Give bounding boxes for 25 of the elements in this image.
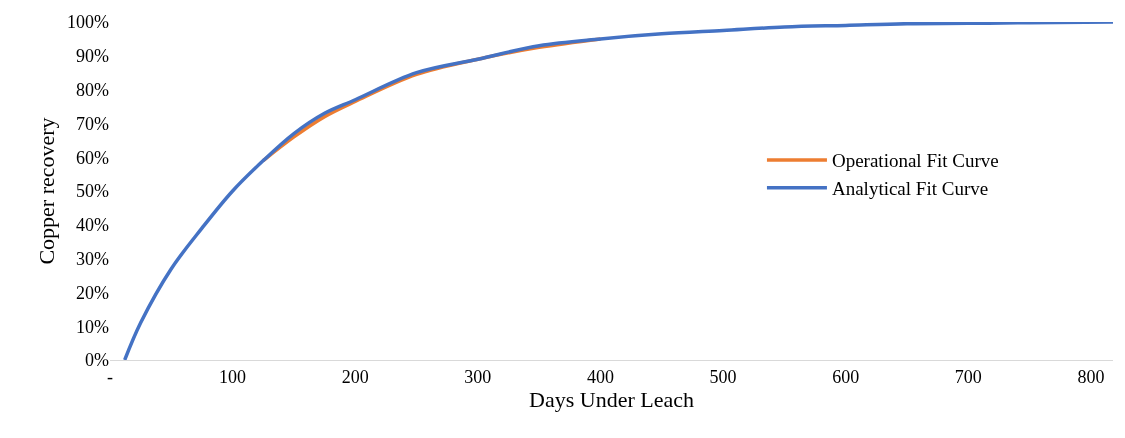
y-tick-label: 70%	[76, 113, 109, 134]
y-tick-label: 100%	[67, 12, 109, 33]
x-tick-label: 700	[954, 366, 982, 387]
x-tick-label: 500	[709, 366, 737, 387]
y-tick-label: 20%	[76, 282, 109, 303]
x-tick-label: 600	[832, 366, 860, 387]
y-tick-label: 40%	[76, 215, 109, 236]
x-tick-label: 300	[464, 366, 492, 387]
x-tick-label: 800	[1077, 366, 1105, 387]
x-tick-label: 100	[219, 366, 247, 387]
line-series	[122, 22, 1113, 360]
y-tick-label: 30%	[76, 248, 109, 269]
x-tick-label: -	[107, 366, 113, 387]
y-tick-label: 80%	[76, 79, 109, 100]
y-tick-label: 10%	[76, 316, 109, 337]
x-tick-label: 400	[586, 366, 614, 387]
y-tick-label: 90%	[76, 46, 109, 67]
y-tick-label: 60%	[76, 147, 109, 168]
y-tick-label: 0%	[85, 350, 109, 371]
x-tick-label: 200	[341, 366, 369, 387]
legend-label: Analytical Fit Curve	[831, 178, 989, 200]
legend-label: Operational Fit Curve	[831, 150, 999, 172]
y-axis-title: Copper recovery	[33, 117, 59, 265]
y-tick-label: 50%	[76, 181, 109, 202]
x-axis-title: Days Under Leach	[529, 386, 694, 412]
